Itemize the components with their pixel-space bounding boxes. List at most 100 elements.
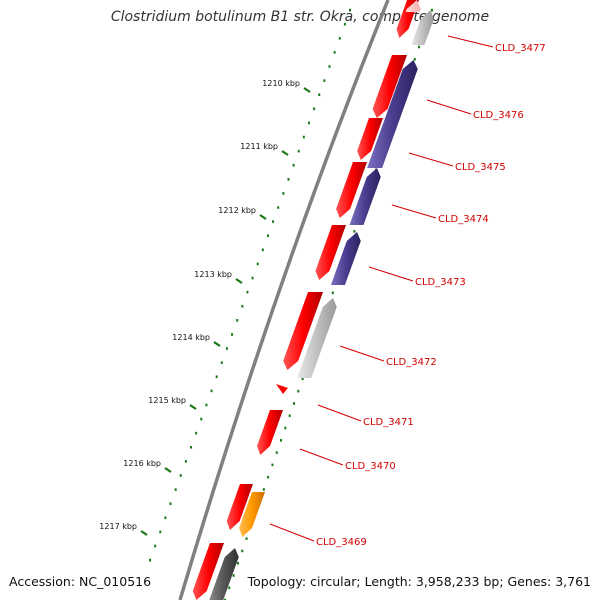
- gene-features: [192, 0, 434, 600]
- gene-label: CLD_3472: [339, 345, 437, 368]
- gene-label-text: CLD_3474: [438, 214, 489, 225]
- inner-dot: [318, 93, 321, 97]
- gene-forward: [336, 162, 367, 218]
- scale-tick: 1212 kbp: [218, 206, 267, 220]
- gene-label-text: CLD_3470: [345, 461, 396, 472]
- scale-tick: 1213 kbp: [194, 270, 243, 284]
- inner-dot: [333, 51, 336, 54]
- scale-tick-label: 1216 kbp: [123, 459, 161, 468]
- gene-label: CLD_3477: [447, 35, 546, 54]
- outer-dot: [267, 475, 270, 479]
- topology-text: Topology: circular; Length: 3,958,233 bp…: [247, 574, 591, 589]
- gene-label-text: CLD_3477: [495, 43, 546, 54]
- inner-dot: [302, 135, 305, 139]
- inner-dot: [307, 121, 310, 125]
- gene-forward: [192, 543, 224, 600]
- gene-pseudo: [297, 298, 337, 378]
- outer-dot: [331, 291, 334, 295]
- gene-reverse: [349, 168, 381, 225]
- outer-dot: [284, 426, 287, 430]
- accession-text: Accession: NC_010516: [9, 574, 152, 589]
- inner-dot: [323, 79, 326, 82]
- inner-dot: [282, 192, 285, 195]
- scale-tick: 1211 kbp: [240, 142, 289, 156]
- inner-dot: [241, 304, 244, 308]
- gene-label: CLD_3475: [408, 152, 506, 173]
- inner-dot: [246, 290, 249, 294]
- scale-ticks: 1210 kbp 1211 kbp 1212 kbp 1213 kbp 1214 kbp…: [99, 79, 311, 536]
- inner-dot: [272, 220, 275, 223]
- outer-dot: [288, 414, 291, 418]
- gene-label-text: CLD_3471: [363, 417, 414, 428]
- outer-dot: [431, 8, 433, 12]
- gene-forward: [226, 484, 253, 530]
- outer-dot: [293, 402, 295, 405]
- inner-dot: [297, 149, 300, 153]
- gene-dark: [209, 548, 239, 600]
- inner-dot: [338, 37, 341, 40]
- inner-dot: [225, 347, 228, 350]
- scale-tick-label: 1213 kbp: [194, 270, 232, 279]
- outer-dot: [236, 561, 239, 565]
- gene-forward: [257, 410, 283, 455]
- inner-dot: [349, 8, 351, 12]
- inner-dot: [292, 163, 295, 167]
- outer-dot: [262, 488, 265, 491]
- outer-dot: [241, 549, 244, 553]
- outer-dot: [297, 389, 300, 393]
- inner-dot: [220, 361, 223, 364]
- gene-forward: [283, 292, 323, 370]
- inner-dot: [236, 319, 239, 322]
- outer-dot: [232, 574, 235, 577]
- inner-dot: [174, 488, 177, 491]
- gene-forward: [357, 118, 383, 160]
- gene-faint: [405, 0, 421, 12]
- gene-label-text: CLD_3475: [455, 162, 506, 173]
- gene-label-text: CLD_3472: [386, 357, 437, 368]
- gene-fragment: [276, 384, 288, 394]
- inner-dot: [164, 516, 167, 520]
- scale-tick: 1217 kbp: [99, 522, 148, 536]
- scale-tick-label: 1217 kbp: [99, 522, 137, 531]
- inner-dot: [205, 403, 208, 407]
- outer-dot: [353, 230, 356, 233]
- inner-dot: [313, 107, 316, 111]
- outer-dot: [245, 537, 248, 540]
- gene-label-text: CLD_3476: [473, 110, 524, 121]
- inner-dot: [210, 389, 213, 393]
- scale-tick-label: 1212 kbp: [218, 206, 256, 215]
- gene-label: CLD_3473: [368, 266, 466, 288]
- gene-pseudo: [411, 10, 434, 45]
- inner-dot: [256, 262, 259, 266]
- inner-dot: [184, 460, 187, 463]
- scale-tick: 1214 kbp: [172, 333, 221, 347]
- gene-label: CLD_3471: [317, 404, 414, 428]
- outer-dot: [280, 439, 283, 442]
- outer-dot: [418, 45, 421, 49]
- inner-dot: [251, 276, 254, 280]
- inner-dot: [277, 206, 280, 209]
- gene-label: CLD_3469: [269, 523, 367, 548]
- inner-dot: [159, 530, 162, 534]
- outer-dot: [413, 57, 416, 61]
- outer-dot: [275, 451, 278, 454]
- scale-tick: 1216 kbp: [123, 459, 172, 473]
- inner-dot: [149, 558, 151, 562]
- gene-label: CLD_3474: [391, 204, 489, 225]
- outer-dot: [228, 586, 231, 590]
- inner-dot: [154, 544, 157, 548]
- inner-dot: [169, 502, 172, 505]
- gene-labels: CLD_3477 CLD_3476 CLD_3475 CLD_3474 CLD_3473…: [269, 35, 546, 548]
- scale-tick-label: 1211 kbp: [240, 142, 278, 151]
- gene-label-text: CLD_3469: [316, 537, 367, 548]
- scale-tick-label: 1210 kbp: [262, 79, 300, 88]
- inner-dot: [215, 375, 218, 379]
- gene-reverse: [330, 232, 361, 285]
- inner-dot: [195, 431, 198, 435]
- map-title: Clostridium botulinum B1 str. Okra, comp…: [110, 9, 490, 25]
- scale-tick-label: 1214 kbp: [172, 333, 210, 342]
- inner-dot: [190, 445, 193, 449]
- scale-tick: 1210 kbp: [262, 79, 311, 93]
- inner-dot: [200, 417, 203, 421]
- outer-dot: [301, 377, 304, 381]
